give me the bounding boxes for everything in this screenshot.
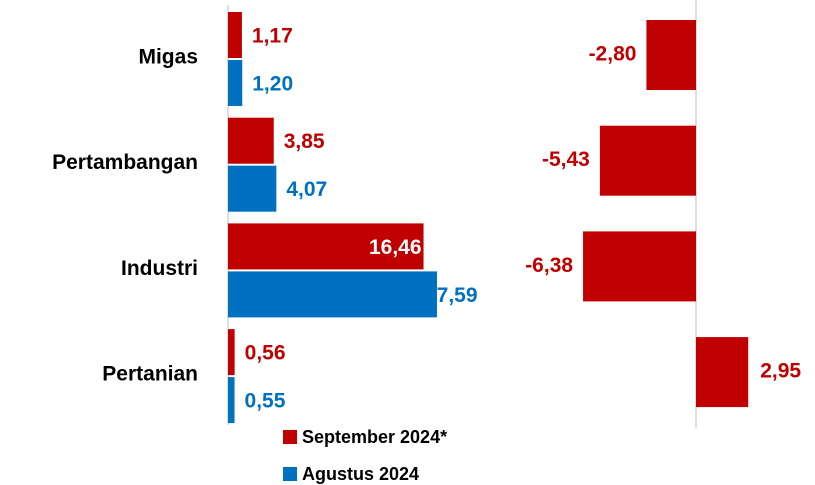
bar [228, 271, 437, 318]
bar [228, 60, 243, 106]
data-label: -2,80 [589, 43, 637, 66]
bar [228, 377, 235, 424]
data-label: 17,59 [425, 284, 478, 307]
data-label: 16,46 [369, 236, 422, 259]
data-label: 1,20 [252, 73, 293, 96]
data-label: 0,55 [245, 390, 286, 413]
category-label: Migas [138, 46, 198, 69]
legend-swatch [283, 430, 297, 444]
bar [228, 117, 274, 164]
data-label: 4,07 [286, 178, 327, 201]
legend-label: September 2024* [302, 427, 447, 447]
data-label: 1,17 [252, 25, 293, 48]
data-label: -5,43 [542, 148, 590, 171]
category-label: Industri [121, 257, 198, 280]
data-label: 0,56 [245, 342, 286, 365]
bar [228, 12, 242, 58]
category-label: Pertanian [102, 363, 198, 386]
data-label: -6,38 [525, 254, 573, 277]
category-label: Pertambangan [52, 151, 198, 174]
bar [696, 337, 749, 408]
bar [646, 20, 696, 90]
legend-label: Agustus 2024 [302, 464, 419, 484]
legend-swatch [283, 467, 297, 481]
data-label: 3,85 [284, 130, 325, 153]
bar [599, 125, 696, 196]
data-label: 2,95 [760, 360, 801, 383]
bar [228, 223, 424, 270]
bar [583, 231, 696, 302]
bar [228, 165, 277, 212]
bar [228, 329, 235, 376]
